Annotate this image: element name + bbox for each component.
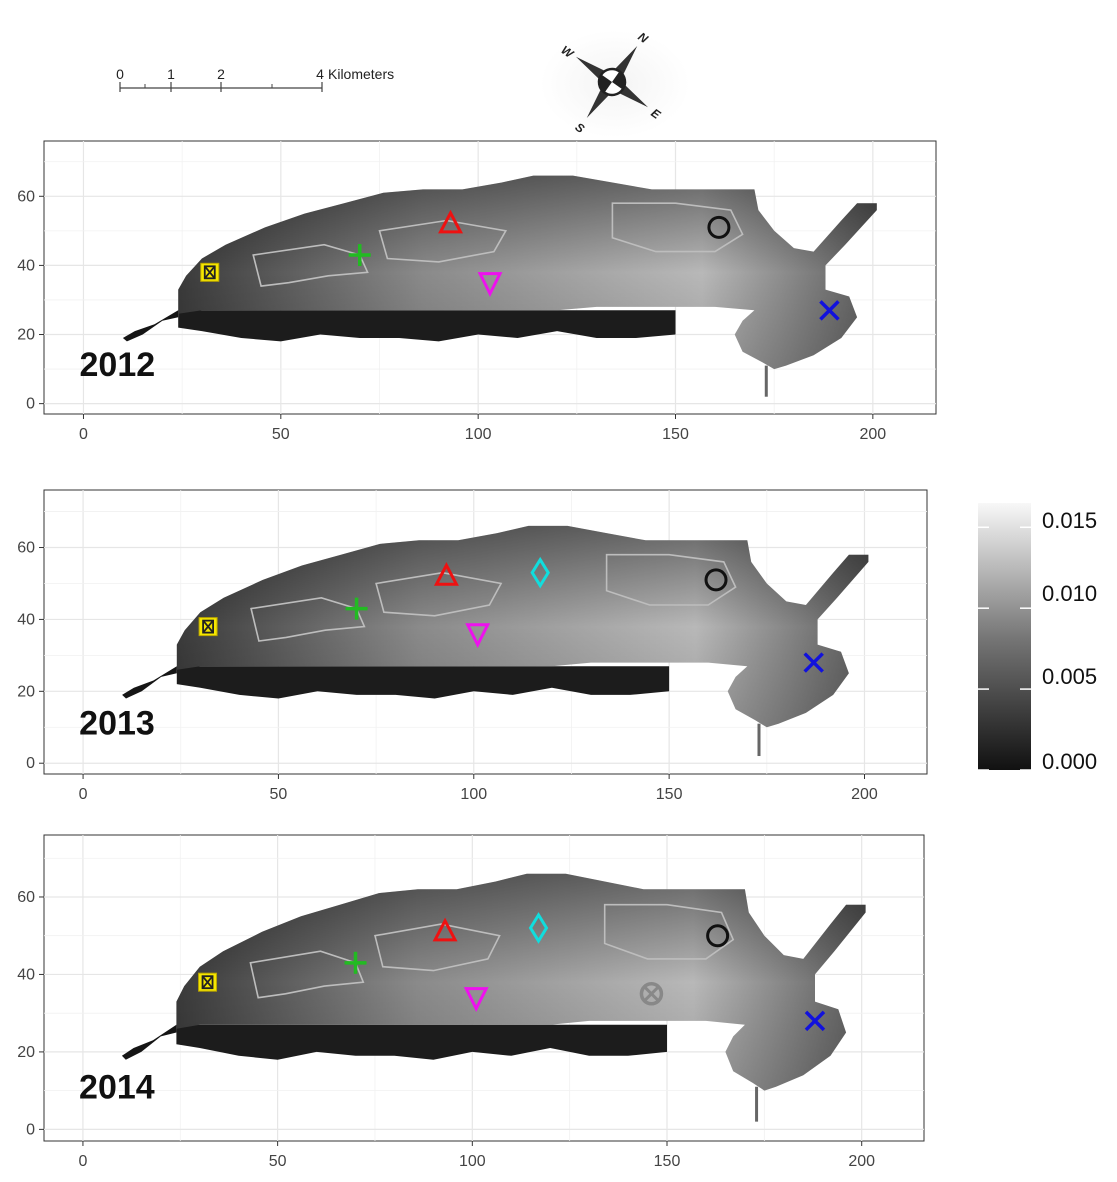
x-tick-label: 150	[656, 786, 683, 803]
study-area-outline	[603, 903, 735, 960]
scale-tick-label: 1	[167, 66, 175, 82]
scale-tick-label: 0	[116, 66, 124, 82]
panel-year-label: 2012	[80, 346, 156, 384]
study-area-outline	[250, 596, 366, 642]
map-panel-2013: 0 50 100 150 200 0 20 40 60 2013	[17, 489, 928, 803]
colorbar-tick-label: 0.015	[1042, 508, 1097, 533]
marker-circle	[707, 215, 731, 239]
study-area-outline	[611, 202, 744, 253]
density-raster	[121, 873, 866, 1122]
marker-plus	[348, 244, 371, 267]
x-tick-label: 100	[465, 426, 492, 443]
x-tick-label: 0	[78, 1153, 87, 1170]
compass-rose-icon: N E S W	[540, 30, 690, 138]
marker-triangle-up	[433, 562, 459, 586]
marker-plus	[345, 597, 368, 620]
marker-diamond	[528, 912, 549, 944]
marker-circle-x	[639, 982, 664, 1006]
colorbar-tick-label: 0.010	[1042, 581, 1097, 606]
x-tick-label: 100	[459, 1153, 486, 1170]
scale-bar: 0 1 2 4 Kilometers	[116, 66, 394, 92]
y-tick-label: 20	[17, 683, 35, 700]
scale-tick-label: 2	[217, 66, 225, 82]
y-tick-label: 60	[17, 889, 35, 906]
x-tick-label: 100	[460, 786, 487, 803]
marker-triangle-up	[432, 917, 458, 942]
marker-circle	[704, 568, 728, 592]
y-tick-label: 40	[17, 611, 35, 628]
colorbar-gradient	[978, 503, 1031, 770]
y-tick-label: 0	[26, 1121, 35, 1138]
density-raster	[122, 525, 869, 757]
x-tick-label: 0	[79, 426, 88, 443]
colorbar-tick-label: 0.005	[1042, 664, 1097, 689]
study-area-outline	[374, 923, 501, 972]
marker-x	[819, 300, 840, 321]
y-tick-label: 40	[17, 257, 35, 274]
scale-tick-label: 4	[316, 66, 324, 82]
x-tick-label: 200	[859, 426, 886, 443]
x-tick-label: 0	[79, 786, 88, 803]
study-area-outline	[605, 553, 737, 606]
marker-square-x	[198, 972, 218, 992]
x-tick-label: 150	[654, 1153, 681, 1170]
marker-triangle-down	[477, 272, 503, 298]
scale-unit-label: Kilometers	[328, 66, 394, 82]
y-tick-label: 60	[17, 540, 35, 557]
marker-circle	[706, 924, 730, 948]
y-tick-label: 20	[17, 327, 35, 344]
panel-year-label: 2014	[79, 1068, 155, 1106]
x-tick-label: 50	[269, 1153, 287, 1170]
marker-x	[804, 1010, 826, 1032]
marker-diamond	[530, 556, 550, 589]
marker-triangle-up	[438, 209, 464, 234]
marker-triangle-down	[465, 623, 491, 649]
marker-square-x	[198, 617, 218, 637]
map-panel-2014: 0 50 100 150 200 0 20 40 60 2014	[17, 834, 925, 1170]
x-tick-label: 150	[662, 426, 689, 443]
map-panel-2012: 0 50 100 150 200 0 20 40 60 2012	[17, 140, 937, 443]
colorbar-tick-label: 0.000	[1042, 749, 1097, 774]
marker-plus	[344, 951, 367, 974]
y-tick-label: 0	[26, 755, 35, 772]
density-raster	[122, 175, 877, 397]
y-tick-label: 20	[17, 1044, 35, 1061]
x-tick-label: 200	[848, 1153, 875, 1170]
study-area-outline	[249, 950, 365, 999]
x-tick-label: 50	[270, 786, 288, 803]
study-area-outline	[252, 243, 369, 287]
y-tick-label: 40	[17, 966, 35, 983]
marker-x	[803, 652, 824, 673]
marker-triangle-down	[463, 987, 489, 1013]
x-tick-label: 50	[272, 426, 290, 443]
panel-year-label: 2013	[79, 704, 155, 742]
marker-square-x	[200, 262, 220, 282]
x-tick-label: 200	[851, 786, 878, 803]
y-tick-label: 0	[26, 396, 35, 413]
colorbar-legend: 0.015 0.010 0.005 0.000	[978, 503, 1097, 774]
y-tick-label: 60	[17, 188, 35, 205]
